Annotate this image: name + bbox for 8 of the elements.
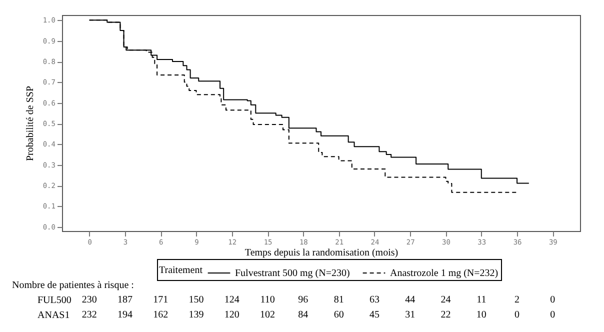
legend-title: Traitement [159, 265, 203, 276]
text: Nombre de patientes à risque : [12, 280, 134, 291]
x-axis-title: Temps depuis la randomisation (mois) [244, 248, 398, 258]
text: FUL500 230 187 171 150 124 110 96 81 63 44 24 11 2 0 [38, 294, 556, 306]
legend-label: Anastrozole 1 mg (N=232) [390, 268, 498, 279]
text: ANAS1 232 194 162 139 120 102 84 60 45 31 22 10 0 0 [38, 310, 556, 321]
y-axis-title: Probabilité de SSP [24, 86, 36, 162]
legend-label: Fulvestrant 500 mg (N=230) [235, 268, 350, 279]
